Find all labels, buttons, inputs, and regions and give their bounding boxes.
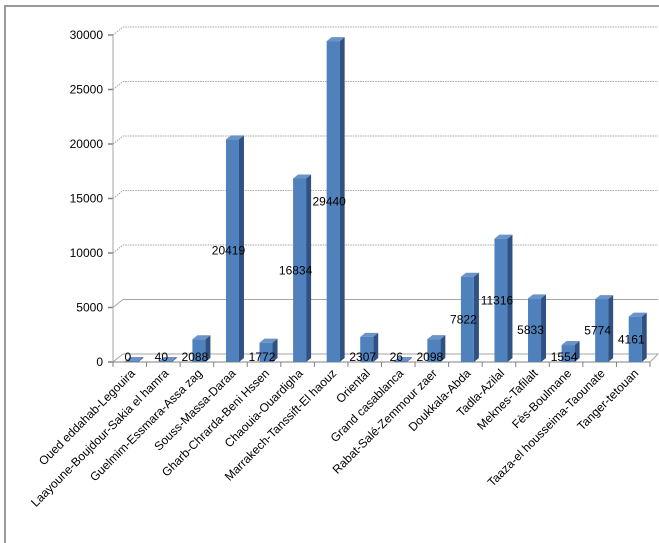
- bar-top: [628, 312, 647, 317]
- bar-top: [393, 357, 412, 361]
- bar-side: [440, 335, 446, 362]
- y-tick-label: 5000: [76, 301, 103, 315]
- bar-top: [326, 37, 345, 42]
- y-tick-label: 10000: [70, 246, 104, 260]
- bar: [528, 298, 542, 362]
- data-label: 4161: [618, 332, 645, 346]
- bar-side: [238, 135, 244, 362]
- data-label: 26: [390, 350, 404, 364]
- data-label: 0: [124, 350, 131, 364]
- bar-top: [561, 341, 580, 346]
- bar-side: [507, 234, 513, 362]
- bar-side: [574, 341, 580, 362]
- bar-side: [339, 37, 345, 362]
- bar-top: [192, 335, 211, 340]
- bar: [259, 342, 273, 362]
- category-label: Tanger-tetouan: [574, 366, 641, 433]
- bar-top: [293, 174, 312, 179]
- bar: [460, 276, 474, 362]
- gridline: [112, 190, 658, 199]
- gridline: [112, 244, 658, 254]
- bar: [427, 339, 441, 362]
- bar-side: [138, 357, 144, 362]
- data-label: 40: [155, 350, 169, 364]
- data-label: 29440: [312, 195, 346, 209]
- bar: [158, 361, 172, 362]
- bar: [360, 336, 374, 362]
- bar: [393, 361, 407, 362]
- y-tick-label: 25000: [70, 83, 104, 97]
- y-tick-label: 30000: [70, 28, 104, 42]
- bar-top: [494, 234, 513, 239]
- data-label: 1554: [551, 350, 578, 364]
- data-label: 2098: [416, 350, 443, 364]
- y-tick-label: 0: [96, 355, 103, 369]
- bar-top: [158, 357, 177, 361]
- data-label: 1772: [249, 350, 276, 364]
- bar: [125, 361, 139, 362]
- gridline: [112, 81, 658, 90]
- category-label: Laayoune-Boujdour-Sakia el hamra: [28, 366, 172, 510]
- gridline: [112, 299, 658, 308]
- bar-side: [608, 295, 614, 362]
- data-label: 5833: [517, 323, 544, 337]
- data-label: 20419: [212, 244, 246, 258]
- data-label: 2307: [349, 350, 376, 364]
- bar-side: [306, 174, 312, 362]
- y-tick-label: 15000: [70, 192, 104, 206]
- bar-top: [259, 338, 278, 343]
- bar: [628, 316, 642, 362]
- bar-side: [272, 338, 278, 362]
- bar-side: [205, 335, 211, 362]
- data-label: 5774: [584, 324, 611, 338]
- bar: [494, 238, 508, 362]
- bar-top: [360, 332, 379, 337]
- bar-side: [373, 332, 379, 362]
- bar: [595, 299, 609, 362]
- data-label: 2088: [182, 350, 209, 364]
- y-tick-label: 20000: [70, 137, 104, 151]
- data-label: 7822: [450, 312, 477, 326]
- gridline: [112, 135, 658, 145]
- bar-side: [473, 272, 479, 362]
- bar-top: [125, 357, 144, 361]
- chart-border: [4, 5, 659, 543]
- data-label: 11316: [481, 293, 514, 307]
- bar-side: [406, 357, 412, 362]
- gridline: [112, 26, 658, 36]
- bar-top: [595, 295, 614, 300]
- bar: [192, 339, 206, 362]
- data-label: 16834: [279, 263, 313, 277]
- bar-side: [641, 312, 647, 362]
- bar-side: [171, 357, 177, 362]
- bar: [561, 345, 575, 362]
- bar-top: [528, 294, 547, 299]
- bar-top: [225, 135, 244, 140]
- bar: [326, 41, 340, 362]
- bar-top: [427, 335, 446, 340]
- bar-top: [460, 272, 479, 277]
- bar: [225, 139, 239, 362]
- bar: [293, 178, 307, 362]
- bar-side: [541, 294, 547, 362]
